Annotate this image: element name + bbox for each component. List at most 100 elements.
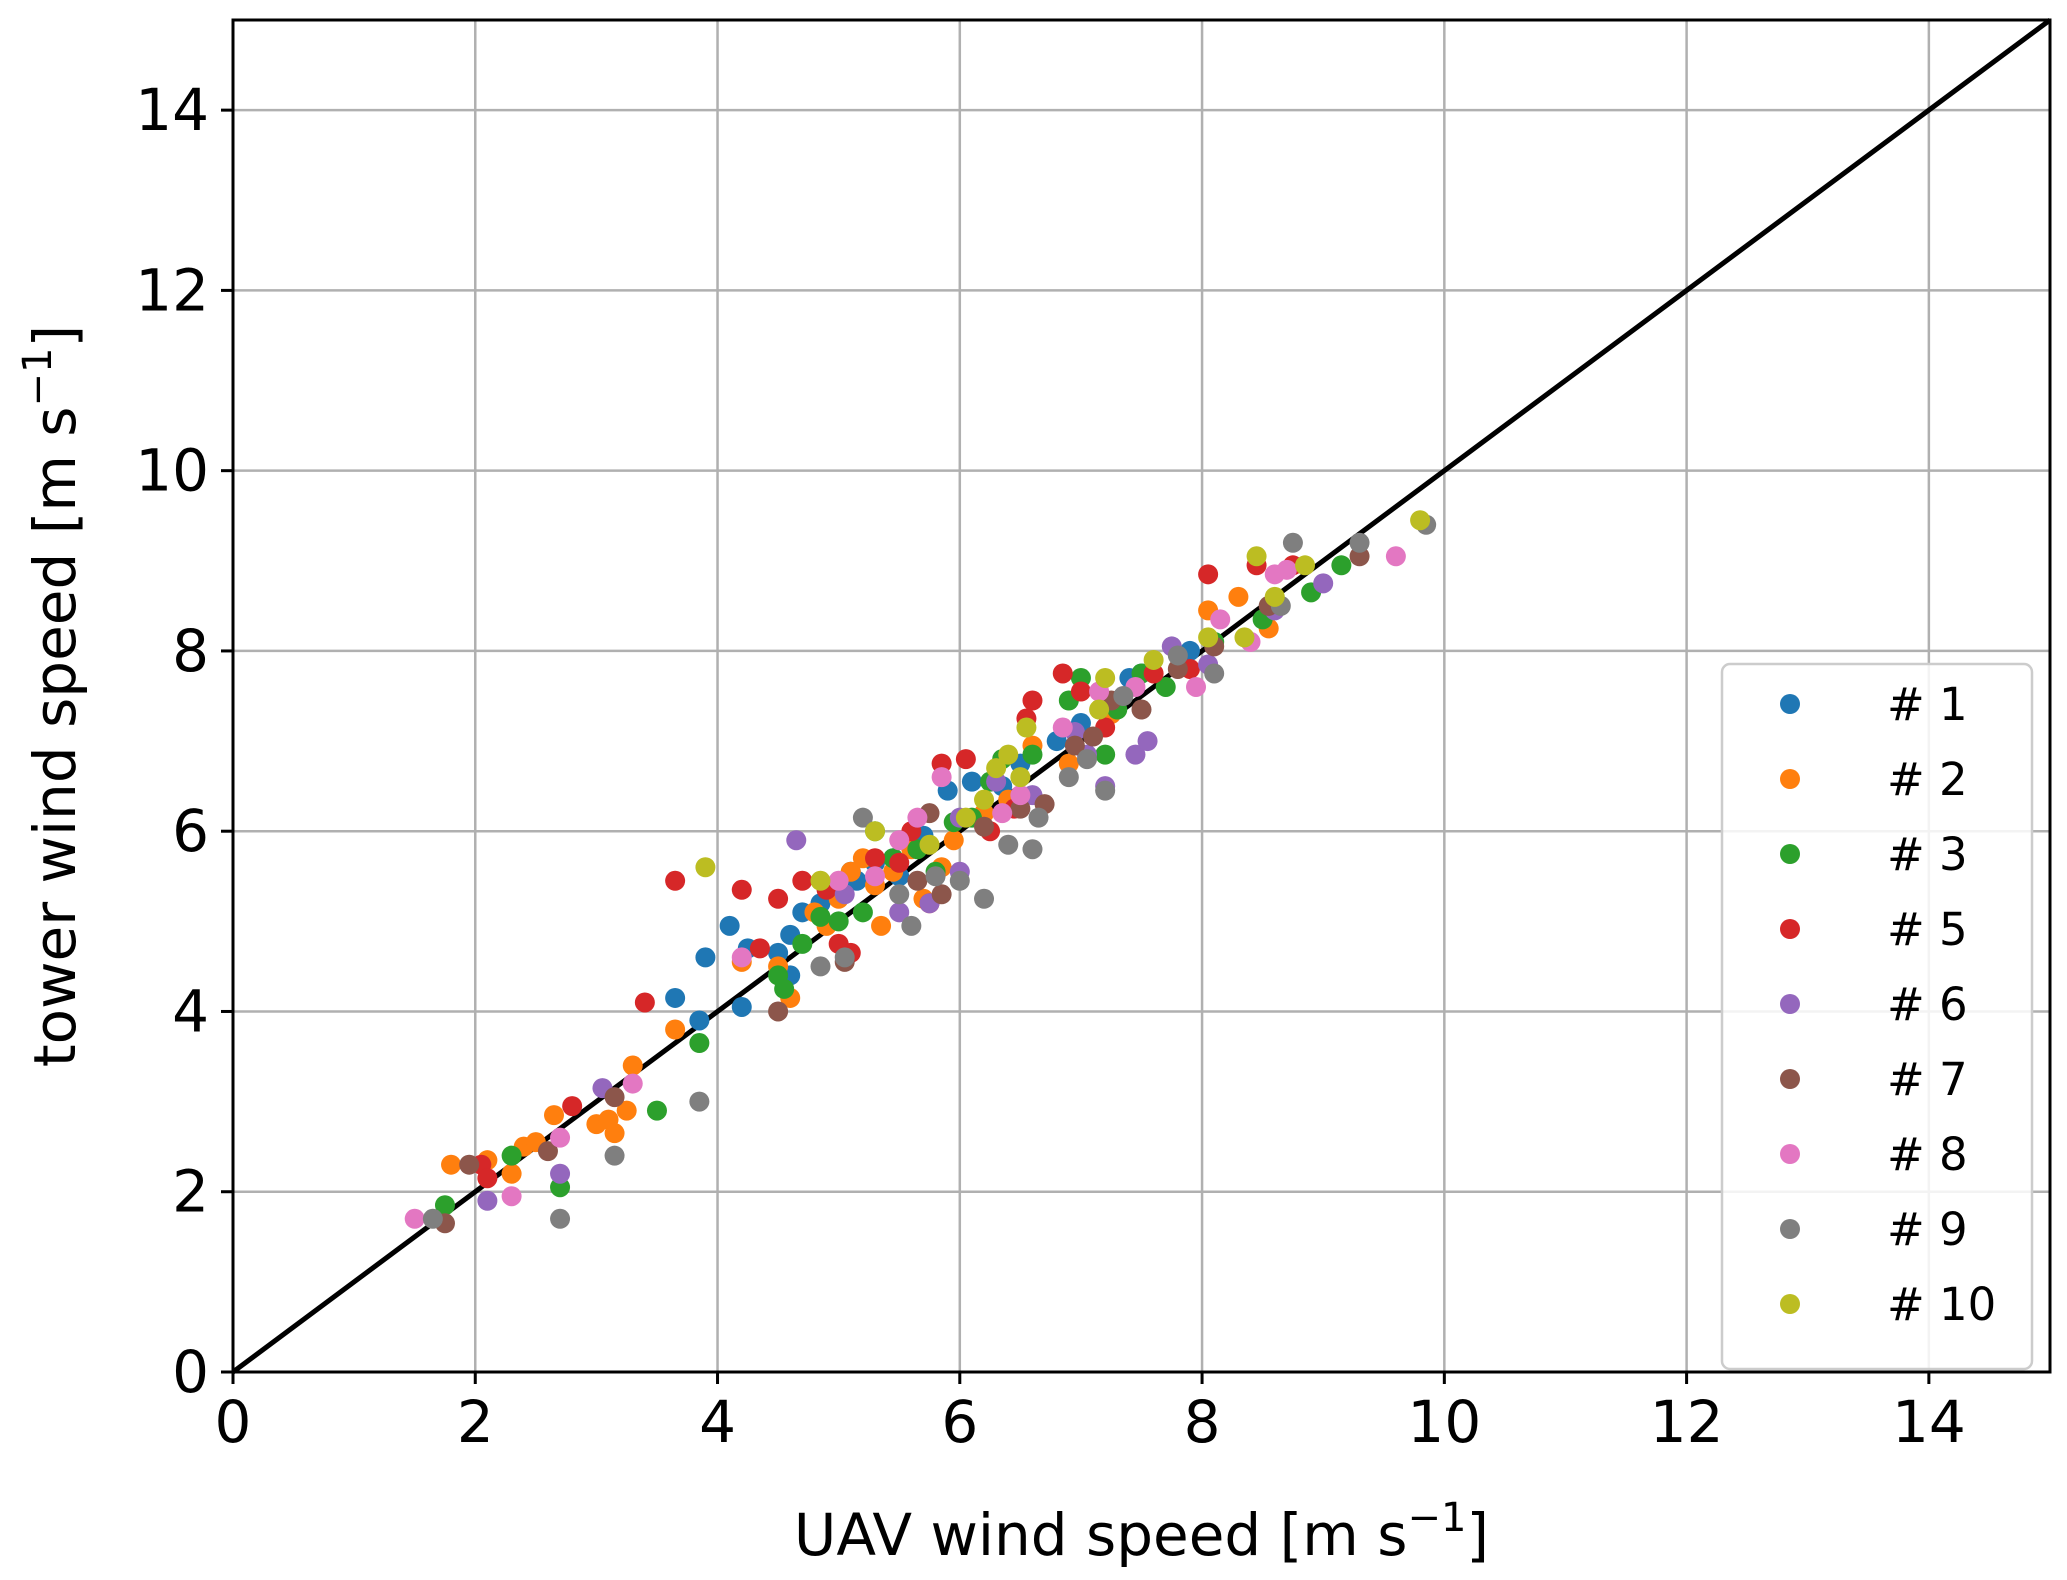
legend-marker — [1780, 1144, 1800, 1164]
data-point — [544, 1105, 565, 1126]
data-point — [501, 1163, 522, 1184]
data-point — [974, 789, 995, 810]
data-point — [562, 1096, 583, 1117]
data-point — [949, 870, 970, 891]
x-tick-label: 8 — [1184, 1388, 1221, 1456]
data-point — [768, 888, 789, 909]
data-point — [998, 834, 1019, 855]
data-point — [992, 803, 1013, 824]
data-point — [931, 884, 952, 905]
data-point — [810, 906, 831, 927]
x-axis-label-superscript: −1 — [1407, 1495, 1466, 1541]
data-point — [1095, 744, 1116, 765]
data-point — [1070, 681, 1091, 702]
x-tick-label: 10 — [1407, 1388, 1481, 1456]
data-point — [719, 915, 740, 936]
legend-marker — [1780, 994, 1800, 1014]
data-point — [422, 1208, 443, 1229]
data-point — [1313, 573, 1334, 594]
data-point — [1186, 676, 1207, 697]
data-point — [550, 1127, 571, 1148]
y-tick-label: 8 — [172, 617, 209, 685]
data-point — [1167, 645, 1188, 666]
data-point — [810, 870, 831, 891]
data-point — [974, 888, 995, 909]
y-axis-ticks: 0 2 4 6 8 10 12 14 — [135, 76, 233, 1406]
legend-label: # 1 — [1887, 678, 1968, 731]
data-point — [907, 807, 928, 828]
legend-marker — [1780, 1069, 1800, 1089]
data-point — [1095, 780, 1116, 801]
legend-marker — [1780, 1294, 1800, 1314]
legend-item: # 6 — [1780, 978, 1968, 1031]
series-7 — [404, 546, 1406, 1229]
data-point — [792, 870, 813, 891]
legend-marker — [1780, 769, 1800, 789]
series-9 — [695, 510, 1431, 891]
data-point — [1064, 735, 1085, 756]
data-point — [1198, 627, 1219, 648]
grid-lines — [231, 20, 2050, 1374]
data-point — [1083, 726, 1104, 747]
data-point — [689, 1091, 710, 1112]
data-point — [1246, 546, 1267, 567]
x-tick-label: 2 — [457, 1388, 494, 1456]
data-point — [1204, 663, 1225, 684]
data-point — [634, 992, 655, 1013]
data-point — [1385, 546, 1406, 567]
data-point — [810, 956, 831, 977]
data-point — [622, 1073, 643, 1094]
data-point — [871, 915, 892, 936]
data-point — [865, 821, 886, 842]
data-point — [889, 852, 910, 873]
y-axis-label-text: tower wind speed [m s — [21, 406, 89, 1067]
legend-item: # 8 — [1780, 1128, 1968, 1181]
data-point — [604, 1087, 625, 1108]
data-point — [1410, 510, 1431, 531]
data-point — [1010, 785, 1031, 806]
x-tick-label: 12 — [1650, 1388, 1724, 1456]
legend-item: # 7 — [1780, 1053, 1968, 1106]
data-point — [792, 933, 813, 954]
data-point — [998, 744, 1019, 765]
data-point — [1234, 627, 1255, 648]
plot-frame — [231, 18, 2052, 1374]
data-point — [1052, 663, 1073, 684]
data-point — [731, 947, 752, 968]
data-point — [852, 807, 873, 828]
legend-item: # 2 — [1780, 753, 1968, 806]
y-tick-label: 2 — [172, 1158, 209, 1226]
data-point — [695, 947, 716, 968]
data-point — [1331, 555, 1352, 576]
y-tick-label: 10 — [135, 437, 209, 505]
data-point — [828, 911, 849, 932]
data-point — [550, 1208, 571, 1229]
data-point — [786, 830, 807, 851]
data-point — [931, 767, 952, 788]
data-point — [604, 1123, 625, 1144]
data-point — [907, 870, 928, 891]
data-point — [1349, 532, 1370, 553]
y-tick-label: 12 — [135, 256, 209, 324]
data-point — [459, 1154, 480, 1175]
data-point — [1022, 839, 1043, 860]
y-axis-label-superscript: −1 — [15, 348, 61, 407]
data-point — [834, 947, 855, 968]
legend-marker — [1780, 1219, 1800, 1239]
data-point — [1010, 767, 1031, 788]
data-point — [616, 1100, 637, 1121]
data-point — [768, 1001, 789, 1022]
data-point — [441, 1154, 462, 1175]
data-point — [961, 771, 982, 792]
data-point — [537, 1141, 558, 1162]
data-point — [1058, 767, 1079, 788]
legend-label: # 5 — [1887, 903, 1968, 956]
data-point — [665, 870, 686, 891]
x-tick-label: 14 — [1892, 1388, 1966, 1456]
data-point — [1198, 564, 1219, 585]
data-point — [1125, 744, 1146, 765]
y-axis-label: tower wind speed [m s−1] — [15, 325, 89, 1067]
data-point — [1022, 744, 1043, 765]
x-axis-label: UAV wind speed [m s−1] — [794, 1495, 1489, 1569]
data-point — [1155, 676, 1176, 697]
